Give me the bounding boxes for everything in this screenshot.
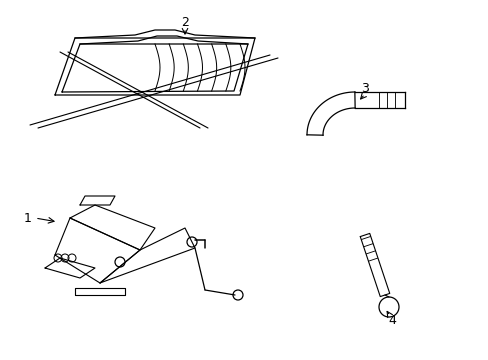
Text: 2: 2 — [181, 15, 188, 28]
Text: 4: 4 — [387, 314, 395, 327]
Text: 3: 3 — [360, 81, 368, 94]
Text: 1: 1 — [24, 211, 32, 225]
